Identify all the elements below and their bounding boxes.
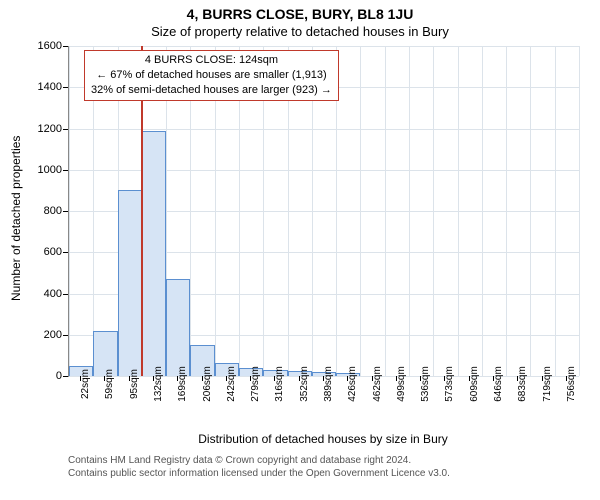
x-tick-label: 206sqm	[202, 366, 213, 402]
x-tick-label: 169sqm	[177, 366, 188, 402]
x-tick-label: 352sqm	[299, 366, 310, 402]
x-tick-label: 316sqm	[274, 366, 285, 402]
y-tick-label: 1200	[0, 123, 62, 135]
x-tick-label: 132sqm	[153, 366, 164, 402]
footer-attribution: Contains HM Land Registry data © Crown c…	[68, 454, 450, 480]
x-tick-label: 389sqm	[323, 366, 334, 402]
chart-container: 4, BURRS CLOSE, BURY, BL8 1JU Size of pr…	[0, 0, 600, 500]
x-tick-label: 95sqm	[129, 369, 140, 399]
x-tick-label: 756sqm	[566, 366, 577, 402]
x-tick-label: 242sqm	[226, 366, 237, 402]
histogram-bar	[166, 279, 190, 376]
y-tick-label: 0	[0, 370, 62, 382]
chart-title-sub: Size of property relative to detached ho…	[0, 22, 600, 39]
annotation-box: 4 BURRS CLOSE: 124sqm ← 67% of detached …	[84, 50, 339, 101]
y-axis-label: Number of detached properties	[9, 136, 23, 301]
footer-line-2: Contains public sector information licen…	[68, 467, 450, 480]
x-axis-label: Distribution of detached houses by size …	[68, 432, 578, 446]
x-tick-label: 683sqm	[517, 366, 528, 402]
y-tick-label: 200	[0, 329, 62, 341]
x-tick-label: 22sqm	[80, 369, 91, 399]
x-tick-label: 499sqm	[396, 366, 407, 402]
x-tick-label: 462sqm	[372, 366, 383, 402]
x-tick-label: 609sqm	[469, 366, 480, 402]
x-tick-label: 536sqm	[420, 366, 431, 402]
x-tick-label: 279sqm	[250, 366, 261, 402]
histogram-bar	[118, 190, 142, 376]
histogram-bar	[142, 131, 166, 376]
annotation-line-2: ← 67% of detached houses are smaller (1,…	[91, 68, 332, 83]
y-tick-label: 1400	[0, 81, 62, 93]
x-tick-label: 573sqm	[444, 366, 455, 402]
footer-line-1: Contains HM Land Registry data © Crown c…	[68, 454, 450, 467]
chart-title-main: 4, BURRS CLOSE, BURY, BL8 1JU	[0, 0, 600, 22]
x-tick-label: 719sqm	[542, 366, 553, 402]
x-tick-label: 426sqm	[347, 366, 358, 402]
x-tick-label: 646sqm	[493, 366, 504, 402]
annotation-line-1: 4 BURRS CLOSE: 124sqm	[91, 53, 332, 68]
x-tick-label: 59sqm	[104, 369, 115, 399]
y-tick-label: 1600	[0, 40, 62, 52]
annotation-line-3: 32% of semi-detached houses are larger (…	[91, 83, 332, 98]
